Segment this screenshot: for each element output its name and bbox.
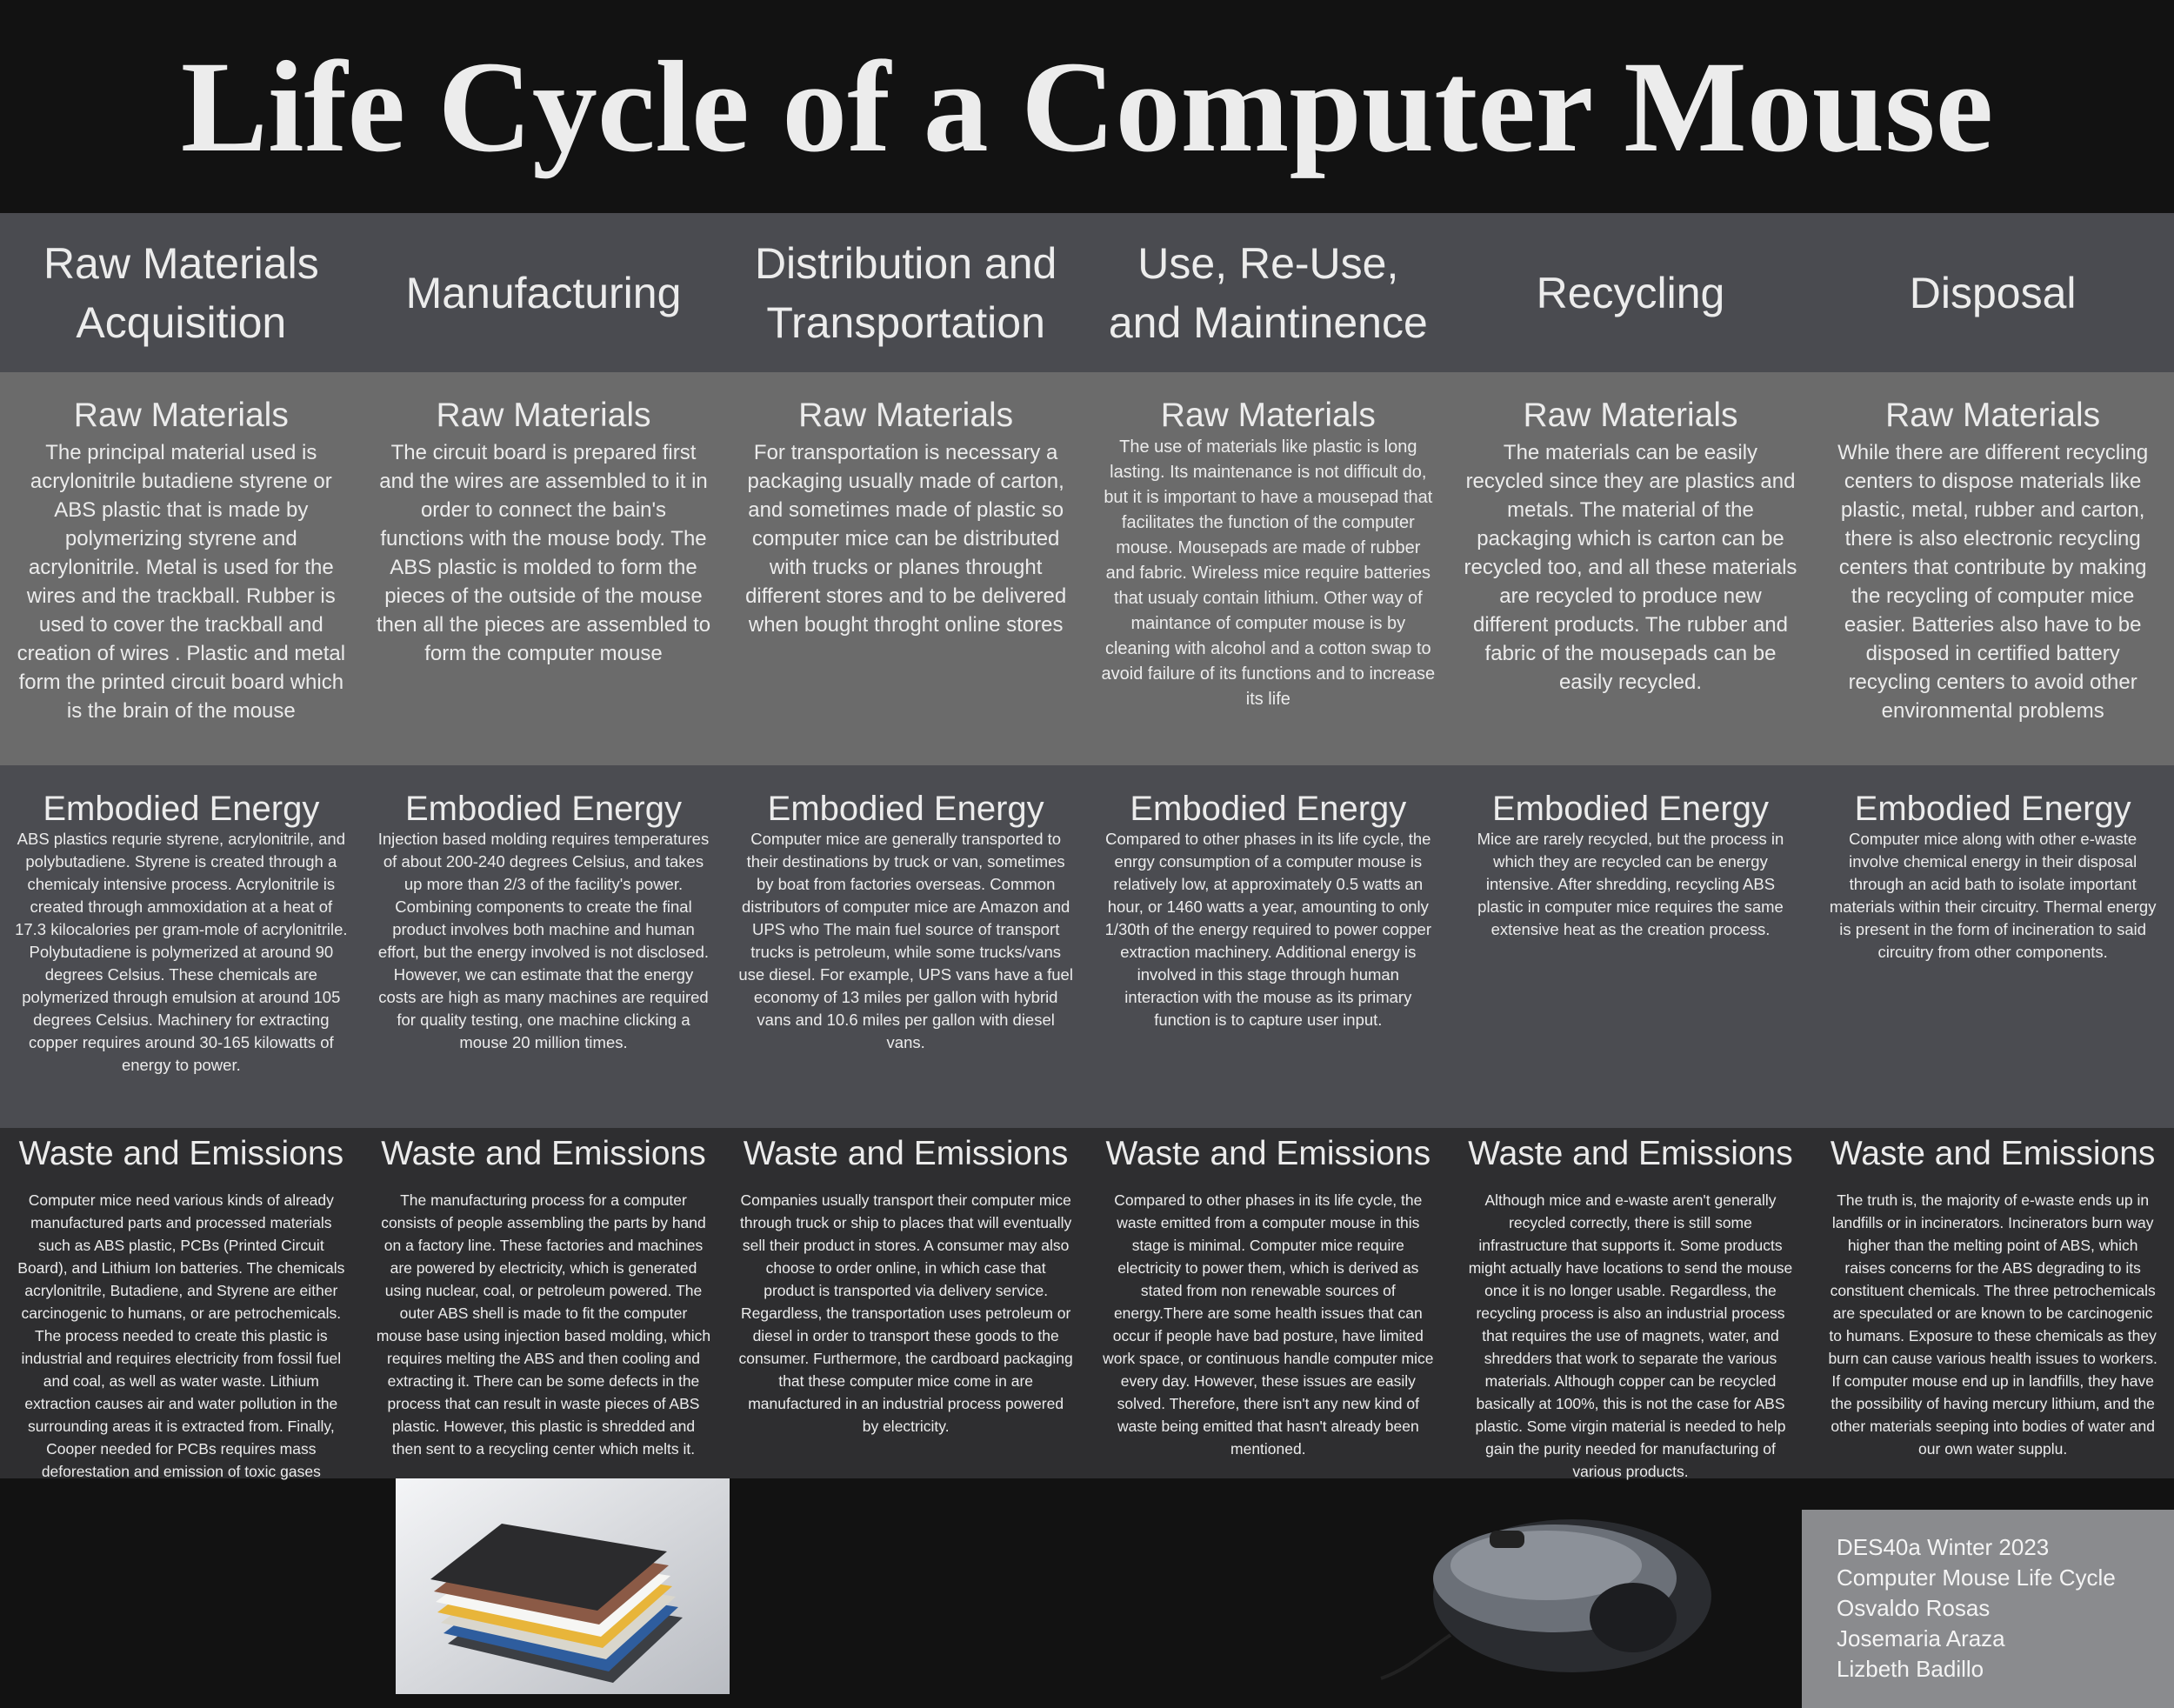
section-text: Computer mice are generally transported … (738, 830, 1073, 1051)
section-text: Compared to other phases in its life cyc… (1103, 1191, 1434, 1458)
section-text: Compared to other phases in its life cyc… (1104, 830, 1432, 1029)
section-text: The truth is, the majority of e-waste en… (1828, 1191, 2157, 1458)
section-heading: Waste and Emissions (743, 1135, 1069, 1172)
section-cell: Raw Materials For transportation is neces… (724, 372, 1087, 765)
section-text: The circuit board is prepared first and … (376, 441, 711, 665)
section-heading: Waste and Emissions (18, 1135, 344, 1172)
phase-title: Disposal (1909, 268, 2077, 317)
poster-title: Life Cycle of a Computer Mouse (180, 34, 1994, 179)
credit-line: DES40a Winter 2023 (1837, 1534, 2050, 1560)
section-cell: Waste and Emissions The truth is, the maj… (1811, 1128, 2174, 1483)
section-text: ABS plastics requrie styrene, acrylonitr… (15, 830, 348, 1074)
section-cell: Embodied Energy Computer mice are general… (724, 765, 1087, 1128)
section-cell: Embodied Energy Compared to other phases … (1087, 765, 1450, 1128)
section-text: Computer mice along with other e-waste i… (1829, 830, 2157, 961)
credit-line: Osvaldo Rosas (1837, 1595, 1991, 1621)
section-text: The materials can be easily recycled sin… (1464, 441, 1797, 694)
materials-image (396, 1478, 730, 1694)
section-text: The principal material used is acrylonit… (17, 441, 346, 723)
section-cell: Embodied Energy ABS plastics requrie styr… (0, 765, 363, 1128)
section: Embodied Energy ABS plastics requrie styr… (0, 765, 2174, 1128)
section-heading: Raw Materials (73, 397, 289, 434)
section-text: The manufacturing process for a computer… (376, 1191, 711, 1458)
section-heading: Waste and Emissions (381, 1135, 706, 1172)
section-heading: Embodied Energy (1492, 790, 1769, 828)
section-cell: Raw Materials While there are different r… (1811, 372, 2174, 765)
section-cell: Embodied Energy Injection based molding r… (363, 765, 725, 1128)
section-cell: Waste and Emissions Companies usually tra… (724, 1128, 1087, 1483)
section-heading: Waste and Emissions (1830, 1135, 2156, 1172)
section-heading: Raw Materials (798, 397, 1014, 434)
credits: DES40a Winter 2023 Computer Mouse Life Cy… (1802, 1510, 2174, 1708)
section-heading: Embodied Energy (1854, 790, 2131, 828)
phase-title: Distribution and Transportation (754, 238, 1057, 347)
section-cell: Raw Materials The materials can be easily… (1450, 372, 1812, 765)
section-heading: Waste and Emissions (1105, 1135, 1431, 1172)
section-heading: Embodied Energy (1130, 790, 1407, 828)
section-heading: Embodied Energy (767, 790, 1044, 828)
section-heading: Embodied Energy (43, 790, 320, 828)
section-cell: Waste and Emissions The manufacturing pro… (363, 1128, 725, 1483)
phase-title: Recycling (1536, 268, 1725, 317)
section-cell: Waste and Emissions Computer mice need va… (0, 1128, 363, 1483)
section-text: Mice are rarely recycled, but the proces… (1477, 830, 1784, 938)
phase-title: Raw Materials Acquisition (43, 238, 319, 347)
section: Waste and Emissions Computer mice need va… (0, 1128, 2174, 1480)
section-heading: Embodied Energy (405, 790, 682, 828)
section-cell: Waste and Emissions Compared to other pha… (1087, 1128, 1450, 1483)
section-heading: Raw Materials (1523, 397, 1738, 434)
section-text: Although mice and e-waste aren't general… (1468, 1191, 1793, 1480)
section-cell: Raw Materials The principal material used… (0, 372, 363, 765)
section-text: Computer mice need various kinds of alre… (17, 1191, 345, 1480)
section-cell: Embodied Energy Mice are rarely recycled,… (1450, 765, 1812, 1128)
section-cell: Raw Materials The use of materials like p… (1087, 372, 1450, 765)
phase-header: Raw Materials Acquisition Manufacturing Di… (0, 213, 2174, 372)
section-text: While there are different recycling cent… (1837, 441, 2149, 723)
section-heading: Raw Materials (1160, 397, 1376, 434)
phase-title: Use, Re-Use, and Maintinence (1108, 238, 1428, 347)
section-heading: Raw Materials (1885, 397, 2101, 434)
section-cell: Raw Materials The circuit board is prepar… (363, 372, 725, 765)
section-text: For transportation is necessary a packag… (745, 441, 1067, 637)
section: Raw Materials The principal material used… (0, 372, 2174, 765)
section-heading: Waste and Emissions (1468, 1135, 1793, 1172)
section-text: The use of materials like plastic is lon… (1101, 437, 1436, 709)
section-text: Injection based molding requires tempera… (377, 830, 710, 1051)
phase-title: Manufacturing (405, 268, 682, 317)
credit-line: Computer Mouse Life Cycle (1837, 1565, 2116, 1591)
section-cell: Waste and Emissions Although mice and e-w… (1450, 1128, 1812, 1483)
credit-line: Josemaria Araza (1837, 1625, 2005, 1651)
mouse-image (1380, 1519, 1711, 1680)
section-text: Companies usually transport their comput… (738, 1191, 1073, 1435)
section-cell: Embodied Energy Computer mice along with … (1811, 765, 2174, 1128)
credit-line: Lizbeth Badillo (1837, 1656, 1984, 1682)
section-heading: Raw Materials (436, 397, 651, 434)
